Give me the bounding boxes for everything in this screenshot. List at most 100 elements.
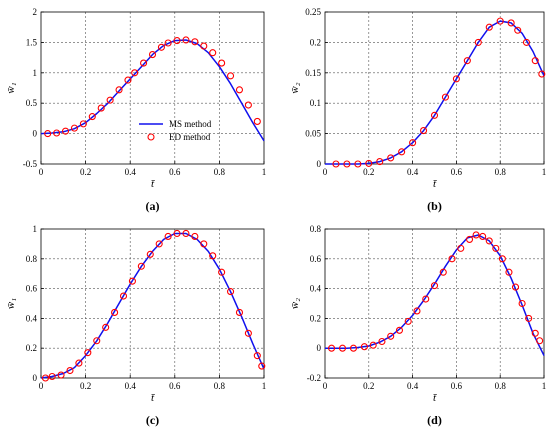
data-point-ed-method <box>131 69 139 77</box>
y-tick-label: 0.15 <box>305 68 321 78</box>
x-tick-label: 1 <box>542 167 547 177</box>
series-line-ms-method <box>40 232 265 379</box>
data-point-ed-method <box>70 124 78 132</box>
y-tick-label: 0 <box>33 373 38 383</box>
data-point-ed-method <box>102 323 110 331</box>
data-point-ed-method <box>44 130 52 138</box>
data-point-ed-method <box>182 229 190 238</box>
data-point-ed-method <box>328 344 336 352</box>
data-point-ed-method <box>419 127 428 135</box>
data-point-ed-method <box>430 282 439 290</box>
data-point-ed-method <box>164 39 172 47</box>
data-point-ed-method <box>191 38 199 46</box>
data-point-ed-method <box>398 148 406 156</box>
data-point-ed-method <box>448 255 456 263</box>
y-tick-label: -0.2 <box>307 373 321 383</box>
y-tick-label: 0 <box>33 129 38 139</box>
data-point-ed-method <box>164 232 172 240</box>
data-point-ed-method <box>409 139 417 147</box>
panel-b: 0 0.2 0.4 0.6 0.8 1 0 0.05 0.1 0.15 0.2 0.25 t̄ w̄₂ (b… <box>289 7 546 213</box>
x-tick-label: 0.8 <box>495 381 507 391</box>
data-point-ed-method <box>463 57 471 65</box>
x-tick-label: 0.2 <box>363 167 374 177</box>
data-point-ed-method <box>349 344 358 352</box>
data-point-ed-method <box>498 255 506 263</box>
y-tick-label: 0.6 <box>26 284 38 294</box>
x-axis-label: t̄ <box>433 178 437 190</box>
data-point-ed-method <box>140 59 148 67</box>
y-tick-label: 0.4 <box>26 313 38 323</box>
data-point-ed-method <box>227 72 235 80</box>
y-tick-label: 2 <box>33 7 38 17</box>
y-tick-label: 0.05 <box>305 129 321 139</box>
x-tick-label: 0.4 <box>407 381 419 391</box>
axes-frame <box>324 228 545 379</box>
data-point-ed-method <box>155 240 163 248</box>
data-point-ed-method <box>146 250 154 258</box>
data-point-ed-method <box>474 38 482 46</box>
data-point-ed-method <box>485 237 493 245</box>
x-tick-label: 0 <box>323 167 328 177</box>
data-point-ed-method <box>413 307 421 315</box>
data-point-ed-method <box>479 232 487 240</box>
data-point-ed-method <box>536 337 544 345</box>
panel-d: 0 0.2 0.4 0.6 0.8 1-0.200.20.40.60.8t̄w̄₂(d) <box>289 224 546 427</box>
x-tick-label: 0 <box>323 381 328 391</box>
data-point-ed-method <box>472 231 480 239</box>
data-point-ed-method <box>531 329 539 337</box>
data-point-ed-method <box>235 308 244 316</box>
data-point-ed-method <box>48 372 56 381</box>
data-point-ed-method <box>441 93 450 101</box>
data-point-ed-method <box>218 59 226 67</box>
data-point-ed-method <box>525 314 533 322</box>
x-tick-label: 0.6 <box>169 167 181 177</box>
data-point-ed-method <box>41 374 50 382</box>
data-point-ed-method <box>148 51 157 59</box>
axes-frame <box>40 228 265 379</box>
x-axis-label: t̄ <box>151 392 155 404</box>
data-point-ed-method <box>354 160 362 168</box>
y-tick-label: 0 <box>317 159 322 169</box>
y-tick-label: 0.4 <box>310 284 322 294</box>
y-tick-label: 0.6 <box>310 254 322 264</box>
x-tick-label: 1 <box>262 381 267 391</box>
y-tick-label: -0.5 <box>23 159 38 169</box>
series-line-ms-method <box>325 20 545 165</box>
panel-a: 0 0.2 0.4 0.6 0.8 1-0.500.511.52t̄w̄₁(a) <box>5 7 266 213</box>
data-point-ed-method <box>522 38 531 46</box>
data-point-ed-method <box>505 268 513 276</box>
data-point-ed-method <box>61 127 70 135</box>
data-point-ed-method <box>338 344 347 352</box>
data-point-ed-method <box>518 299 526 308</box>
x-tick-label: 0.4 <box>407 167 419 177</box>
y-tick-label: 0.2 <box>310 313 321 323</box>
x-tick-label: 0.2 <box>80 167 91 177</box>
x-tick-label: 1 <box>542 381 547 391</box>
y-tick-label: 1 <box>33 224 38 234</box>
data-point-ed-method <box>124 76 132 84</box>
x-tick-label: 0.4 <box>125 167 137 177</box>
data-point-ed-method <box>84 349 92 357</box>
y-tick-label: 1 <box>33 68 38 78</box>
panel-label: (c) <box>146 413 159 427</box>
data-point-ed-method <box>79 120 87 128</box>
data-point-ed-method <box>157 43 165 51</box>
data-point-ed-method <box>97 104 105 112</box>
panel-label: (b) <box>427 199 442 213</box>
data-point-ed-method <box>376 158 384 166</box>
data-point-ed-method <box>128 277 136 285</box>
legend: MS method ED method <box>139 119 212 142</box>
data-point-ed-method <box>119 292 128 300</box>
y-axis-label: w̄₂ <box>289 298 301 309</box>
y-tick-label: 0.5 <box>26 98 38 108</box>
y-tick-label: 0.25 <box>305 7 321 17</box>
data-point-ed-method <box>531 57 539 65</box>
y-axis-label: w̄₁ <box>5 298 17 309</box>
x-tick-label: 0.2 <box>80 381 91 391</box>
data-point-ed-method <box>387 154 395 162</box>
data-point-ed-method <box>422 295 430 303</box>
series-line-ms-method <box>40 39 265 142</box>
axes-frame <box>324 11 545 165</box>
data-point-ed-method <box>66 366 74 375</box>
y-tick-label: 0 <box>317 343 322 353</box>
